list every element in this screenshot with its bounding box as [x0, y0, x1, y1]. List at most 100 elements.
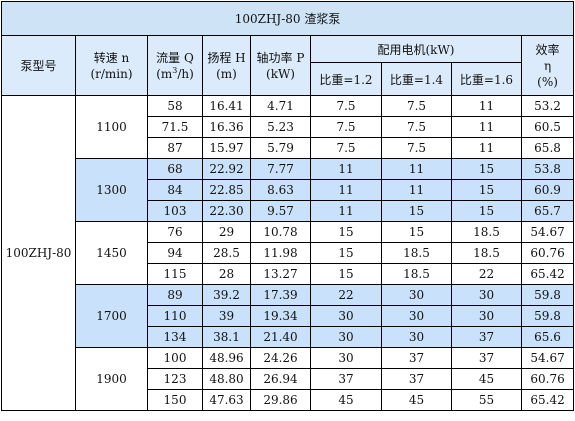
motor-sg-2-cell: 7.5: [381, 116, 452, 138]
motor-sg-1-cell: 15: [310, 242, 382, 264]
motor-sg-3-cell: 37: [451, 326, 522, 348]
motor-sg-2-cell: 11: [381, 179, 452, 201]
motor-sg-3-cell: 15: [451, 158, 522, 180]
flow-cell: 115: [147, 263, 203, 285]
shaft-power-cell: 17.39: [250, 284, 311, 306]
efficiency-cell: 60.5: [520, 116, 575, 138]
motor-sg-2-cell: 11: [381, 158, 452, 180]
motor-sg-3-cell: 37: [451, 347, 522, 369]
shaft-power-cell: 8.63: [250, 179, 311, 201]
shaft-power-cell: 10.78: [250, 221, 311, 243]
header-efficiency-unit: (%): [537, 74, 558, 89]
table-row: 1900 100 48.96 24.26 30 37 37 54.67: [2, 347, 575, 411]
efficiency-cell: 65.8: [520, 137, 575, 159]
motor-sg-3-cell: 18.5: [451, 242, 522, 264]
motor-sg-2-cell: 30: [381, 284, 452, 306]
table-row: 87 15.97 5.79 7.5 7.5 11 65.8: [2, 137, 575, 159]
speed-cell: 1700: [75, 284, 148, 348]
header-head-unit: (m): [216, 66, 237, 81]
efficiency-cell: 54.67: [520, 347, 575, 369]
table-row: 110 39 19.34 30 30 30 59.8: [2, 305, 575, 327]
motor-sg-3-cell: 18.5: [451, 221, 522, 243]
speed-cell: 1300: [75, 158, 148, 222]
header-motor-sg-1: 比重=1.2: [310, 62, 382, 96]
header-efficiency-symbol: η: [543, 58, 552, 73]
motor-sg-1-cell: 30: [310, 305, 382, 327]
motor-sg-1-cell: 15: [310, 263, 382, 285]
motor-sg-3-cell: 55: [451, 389, 522, 411]
motor-sg-1-cell: 45: [310, 389, 382, 411]
header-shaft-power-name: 轴功率 P: [256, 50, 305, 65]
head-cell: 28: [202, 263, 251, 285]
motor-sg-2-cell: 37: [381, 347, 452, 369]
table-row: 71.5 16.36 5.23 7.5 7.5 11 60.5: [2, 116, 575, 138]
motor-sg-2-cell: 15: [381, 200, 452, 222]
header-flow: 流量 Q (m3/h): [147, 35, 203, 96]
efficiency-cell: 59.8: [520, 305, 575, 327]
efficiency-cell: 65.42: [520, 263, 575, 285]
shaft-power-cell: 29.86: [250, 389, 311, 411]
speed-cell: 1900: [75, 347, 148, 411]
efficiency-cell: 65.6: [520, 326, 575, 348]
table-row: 1450 76 29 10.78 15 15 18.5 54.67: [2, 221, 575, 285]
head-cell: 47.63: [202, 389, 251, 411]
efficiency-cell: 54.67: [520, 221, 575, 243]
header-motor-sg-3: 比重=1.6: [451, 62, 522, 96]
motor-sg-2-cell: 37: [381, 368, 452, 390]
motor-sg-3-cell: 15: [451, 200, 522, 222]
shaft-power-cell: 9.57: [250, 200, 311, 222]
header-shaft-power: 轴功率 P (kW): [250, 35, 311, 96]
motor-sg-1-cell: 7.5: [310, 116, 382, 138]
motor-sg-2-cell: 18.5: [381, 242, 452, 264]
motor-sg-3-cell: 11: [451, 137, 522, 159]
head-cell: 16.41: [202, 95, 251, 117]
shaft-power-cell: 11.98: [250, 242, 311, 264]
head-cell: 22.85: [202, 179, 251, 201]
header-efficiency-name: 效率: [535, 42, 560, 57]
head-cell: 48.96: [202, 347, 251, 369]
motor-sg-3-cell: 15: [451, 179, 522, 201]
head-cell: 39.2: [202, 284, 251, 306]
table-row: 150 47.63 29.86 45 45 55 65.42: [2, 389, 575, 411]
table-row: 100ZHJ-80 1100 58 16.41 4.71 7.5 7.5 11 53.2: [1, 95, 575, 411]
head-cell: 28.5: [202, 242, 251, 264]
speed-cell: 1450: [75, 221, 148, 285]
motor-sg-3-cell: 11: [451, 116, 522, 138]
motor-sg-1-cell: 11: [310, 200, 382, 222]
head-cell: 39: [202, 305, 251, 327]
header-head-name: 扬程 H: [207, 50, 246, 65]
efficiency-cell: 60.9: [520, 179, 575, 201]
motor-sg-3-cell: 30: [451, 284, 522, 306]
motor-sg-1-cell: 11: [310, 179, 382, 201]
efficiency-cell: 59.8: [520, 284, 575, 306]
head-cell: 22.92: [202, 158, 251, 180]
table-row: 1300 68 22.92 7.77 11 11 15 53.8: [2, 158, 575, 222]
efficiency-cell: 53.8: [520, 158, 575, 180]
flow-cell: 89: [147, 284, 203, 306]
motor-sg-1-cell: 22: [310, 284, 382, 306]
shaft-power-cell: 21.40: [250, 326, 311, 348]
motor-sg-1-cell: 30: [310, 347, 382, 369]
header-motor-sg-2: 比重=1.4: [381, 62, 452, 96]
flow-cell: 150: [147, 389, 203, 411]
head-cell: 48.80: [202, 368, 251, 390]
motor-sg-1-cell: 37: [310, 368, 382, 390]
head-cell: 38.1: [202, 326, 251, 348]
motor-sg-1-cell: 7.5: [310, 137, 382, 159]
header-motor-group: 配用电机(kW): [310, 35, 522, 63]
head-cell: 16.36: [202, 116, 251, 138]
shaft-power-cell: 24.26: [250, 347, 311, 369]
table-row: 123 48.80 26.94 37 37 45 60.76: [2, 368, 575, 390]
flow-cell: 84: [147, 179, 203, 201]
flow-cell: 110: [147, 305, 203, 327]
shaft-power-cell: 7.77: [250, 158, 311, 180]
table-row: 134 38.1 21.40 30 30 37 65.6: [2, 326, 575, 348]
head-cell: 15.97: [202, 137, 251, 159]
speed-cell: 1100: [75, 95, 148, 159]
motor-sg-2-cell: 7.5: [381, 137, 452, 159]
motor-sg-3-cell: 22: [451, 263, 522, 285]
header-shaft-power-unit: (kW): [266, 66, 295, 81]
shaft-power-cell: 5.23: [250, 116, 311, 138]
motor-sg-2-cell: 30: [381, 326, 452, 348]
shaft-power-cell: 5.79: [250, 137, 311, 159]
